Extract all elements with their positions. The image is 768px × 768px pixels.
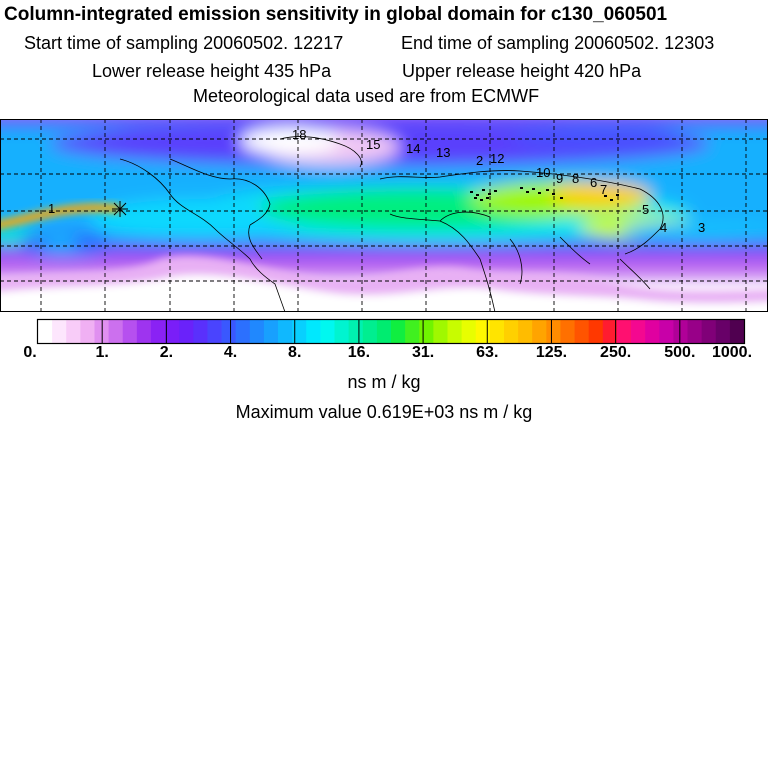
colorbar-cell [391, 320, 406, 344]
contour-label-3: 3 [698, 220, 705, 235]
particle-clusters [470, 187, 619, 201]
colorbar-cell [447, 320, 462, 344]
colorbar-cell [292, 320, 307, 344]
colorbar-frame [36, 318, 746, 345]
colorbar-cell [80, 320, 95, 344]
colorbar-cell [729, 320, 745, 344]
colorbar-cell [348, 320, 364, 344]
colorbar-cell [249, 320, 265, 344]
contour-label-1: 1 [48, 201, 55, 216]
contour-label-4: 4 [660, 220, 667, 235]
colorbar-tick-label: 16. [347, 344, 371, 361]
colorbar-tick-label: 125. [535, 344, 568, 361]
contour-label-8: 8 [572, 171, 579, 186]
graticule [0, 119, 768, 312]
colorbar-cell [546, 320, 561, 344]
colorbar-cell [66, 320, 81, 344]
colorbar-cell [108, 320, 124, 344]
release-point-marker [112, 201, 128, 217]
colorbar-cell [433, 320, 448, 344]
coastlines [119, 136, 664, 312]
met-data-source: Meteorological data used are from ECMWF [193, 86, 540, 106]
contour-label-group: 1 2 3 4 5 6 7 8 9 10 12 13 14 15 18 [48, 127, 705, 235]
colorbar [0, 318, 768, 378]
colorbar-tick-label: 31. [411, 344, 435, 361]
colorbar-cell [221, 320, 237, 344]
contour-label-10: 10 [536, 165, 550, 180]
sensitivity-map: 1 2 3 4 5 6 7 8 9 10 12 13 14 15 18 [0, 119, 768, 312]
contour-label-15: 15 [366, 137, 380, 152]
contour-label-13: 13 [436, 145, 450, 160]
colorbar-cell [518, 320, 533, 344]
colorbar-cell [659, 320, 674, 344]
contour-label-5: 5 [642, 202, 649, 217]
colorbar-cell [419, 320, 434, 344]
colorbar-cell [122, 320, 138, 344]
colorbar-cell [616, 320, 632, 344]
start-time: Start time of sampling 20060502. 12217 [24, 33, 344, 53]
colorbar-cell [489, 320, 505, 344]
contour-label-7: 7 [600, 182, 607, 197]
colorbar-cell [306, 320, 321, 344]
contour-label-6: 6 [590, 175, 597, 190]
colorbar-cell [38, 320, 53, 344]
colorbar-cell [602, 320, 618, 344]
colorbar-cell [673, 320, 688, 344]
map-title: Column-integrated emission sensitivity i… [4, 4, 668, 25]
colorbar-tick-label: 0. [23, 344, 37, 361]
colorbar-cell [278, 320, 293, 344]
sensitivity-field [0, 119, 768, 279]
colorbar-tick-label: 1000. [711, 344, 753, 361]
colorbar-cell [405, 320, 420, 344]
colorbar-cell [461, 320, 477, 344]
colorbar-cell [503, 320, 519, 344]
contour-label-18: 18 [292, 127, 306, 142]
colorbar-cell [165, 320, 180, 344]
units-label: ns m / kg [347, 372, 421, 392]
colorbar-tick-label: 500. [664, 344, 696, 361]
colorbar-cell [235, 320, 251, 344]
contour-label-12: 12 [490, 151, 504, 166]
colorbar-cell [376, 320, 392, 344]
colorbar-cell [150, 320, 166, 344]
colorbar-cell [715, 320, 731, 344]
colorbar-cell [532, 320, 547, 344]
colorbar-cell [193, 320, 208, 344]
colorbar-cell [334, 320, 350, 344]
colorbar-tick-label: 8. [288, 344, 302, 361]
colorbar-cells [38, 320, 745, 344]
contour-label-9: 9 [556, 171, 563, 186]
map-svg: 1 2 3 4 5 6 7 8 9 10 12 13 14 15 18 [0, 119, 768, 312]
colorbar-tick-label: 2. [159, 344, 174, 361]
jet-stream [0, 203, 121, 229]
colorbar-cell [560, 320, 575, 344]
colorbar-tick-label: 4. [223, 344, 238, 361]
contour-label-14: 14 [406, 141, 420, 156]
lower-release-height: Lower release height 435 hPa [92, 61, 332, 81]
colorbar-cell [475, 320, 491, 344]
colorbar-cell [136, 320, 152, 344]
colorbar-tick-label: 1. [95, 344, 109, 361]
colorbar-cell [179, 320, 194, 344]
contour-label-2: 2 [476, 153, 483, 168]
colorbar-cell [362, 320, 378, 344]
colorbar-tick-label: 63. [476, 344, 499, 361]
colorbar-cell [207, 320, 222, 344]
upper-release-height: Upper release height 420 hPa [402, 61, 642, 81]
colorbar-cell [631, 320, 646, 344]
colorbar-cell [588, 320, 604, 344]
end-time: End time of sampling 20060502. 12303 [401, 33, 715, 53]
colorbar-tick-label: 250. [600, 344, 632, 361]
colorbar-cell [52, 320, 67, 344]
colorbar-cell [263, 320, 279, 344]
colorbar-cell [701, 320, 717, 344]
colorbar-cell [320, 320, 335, 344]
colorbar-cell [574, 320, 590, 344]
colorbar-cell [645, 320, 660, 344]
colorbar-cell [687, 320, 703, 344]
maximum-value: Maximum value 0.619E+03 ns m / kg [235, 402, 533, 422]
